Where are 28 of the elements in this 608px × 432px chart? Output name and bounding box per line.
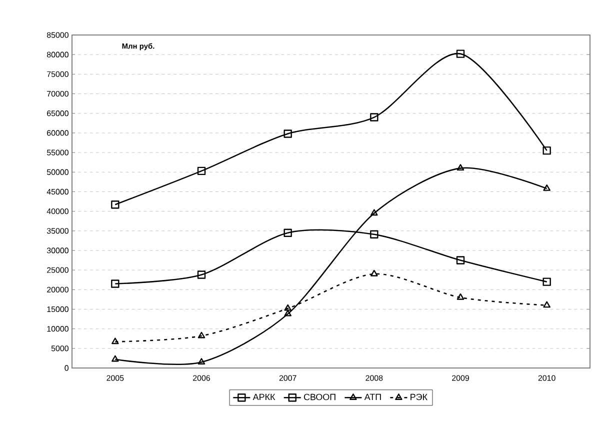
point [370,113,378,122]
point [542,278,551,286]
point [197,166,206,176]
point [112,338,119,344]
point [284,310,292,316]
point [284,304,292,311]
point [456,256,465,264]
point [370,270,378,276]
point [111,280,120,288]
point [197,270,206,279]
legend-label: РЭК [410,394,428,400]
legend-label: АТП [364,394,381,400]
legend-label: АРКК [252,394,276,400]
point [198,332,206,338]
point [198,358,206,364]
point [543,301,550,308]
point [370,209,378,216]
point [456,50,465,58]
legend-label: СВООП [304,394,336,400]
point [456,293,464,300]
point [370,230,378,239]
point [284,228,292,237]
point [456,164,464,171]
point [111,200,120,209]
point [284,130,292,138]
point [112,355,119,362]
point [542,146,551,155]
point [543,184,550,191]
